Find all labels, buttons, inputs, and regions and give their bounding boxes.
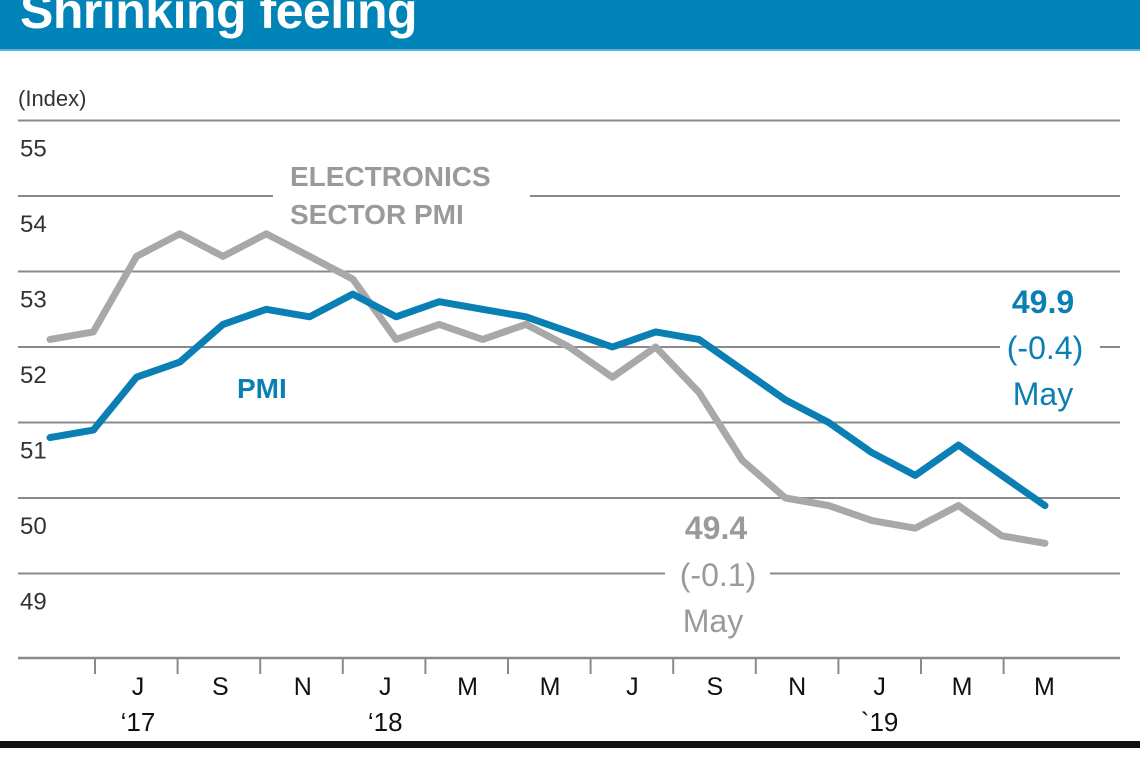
x-tick-label: N: [788, 673, 806, 701]
x-tick-label: J: [379, 673, 392, 701]
x-tick-label: J: [132, 673, 145, 701]
x-year-label: ‘18: [368, 707, 403, 737]
y-tick-label: 49: [20, 589, 47, 616]
y-tick-label: 52: [20, 362, 47, 389]
electronics-latest-month: May: [683, 603, 743, 639]
x-tick-label: M: [540, 673, 561, 701]
y-tick-label: 51: [20, 438, 47, 465]
pmi-series-label: PMI: [237, 373, 287, 404]
x-axis: J ‘17 S N J ‘18 M M J S N J `19 M M: [18, 656, 1120, 737]
chart-title: Shrinking feeling: [20, 0, 418, 39]
x-tick-label: M: [952, 673, 973, 701]
y-tick-label: 50: [20, 513, 47, 540]
x-year-label: `19: [861, 707, 899, 737]
y-axis-unit-label: (Index): [18, 86, 86, 111]
pmi-latest-value: 49.9: [1012, 284, 1074, 320]
gridlines: [18, 119, 1120, 575]
y-tick-label: 53: [20, 287, 47, 314]
pmi-line: [46, 290, 1049, 510]
pmi-latest-change: (-0.4): [1007, 330, 1083, 366]
x-tick-label: S: [706, 673, 723, 701]
series-labels: ELECTRONICS SECTOR PMI PMI 49.9 (-0.4) May 49.…: [237, 161, 1083, 639]
y-axis-ticks: 55 54 53 52 51 50 49: [20, 136, 47, 616]
y-tick-label: 54: [20, 211, 47, 238]
x-tick-label: S: [212, 673, 229, 701]
electronics-series-label: ELECTRONICS: [290, 161, 491, 192]
electronics-series-label: SECTOR PMI: [290, 199, 464, 230]
x-tick-label: M: [457, 673, 478, 701]
y-tick-label: 55: [20, 136, 47, 163]
title-bar: Shrinking feeling: [0, 0, 1140, 51]
x-tick-label: J: [626, 673, 639, 701]
x-tick-label: N: [294, 673, 312, 701]
series-lines: [46, 230, 1049, 547]
electronics-pmi-line: [46, 230, 1049, 547]
x-year-label: ‘17: [121, 707, 156, 737]
pmi-latest-month: May: [1013, 376, 1073, 412]
electronics-latest-change: (-0.1): [680, 557, 756, 593]
x-tick-label: M: [1034, 673, 1055, 701]
electronics-latest-value: 49.4: [685, 510, 747, 546]
x-tick-label: J: [873, 673, 886, 701]
bottom-rule: [0, 741, 1140, 748]
